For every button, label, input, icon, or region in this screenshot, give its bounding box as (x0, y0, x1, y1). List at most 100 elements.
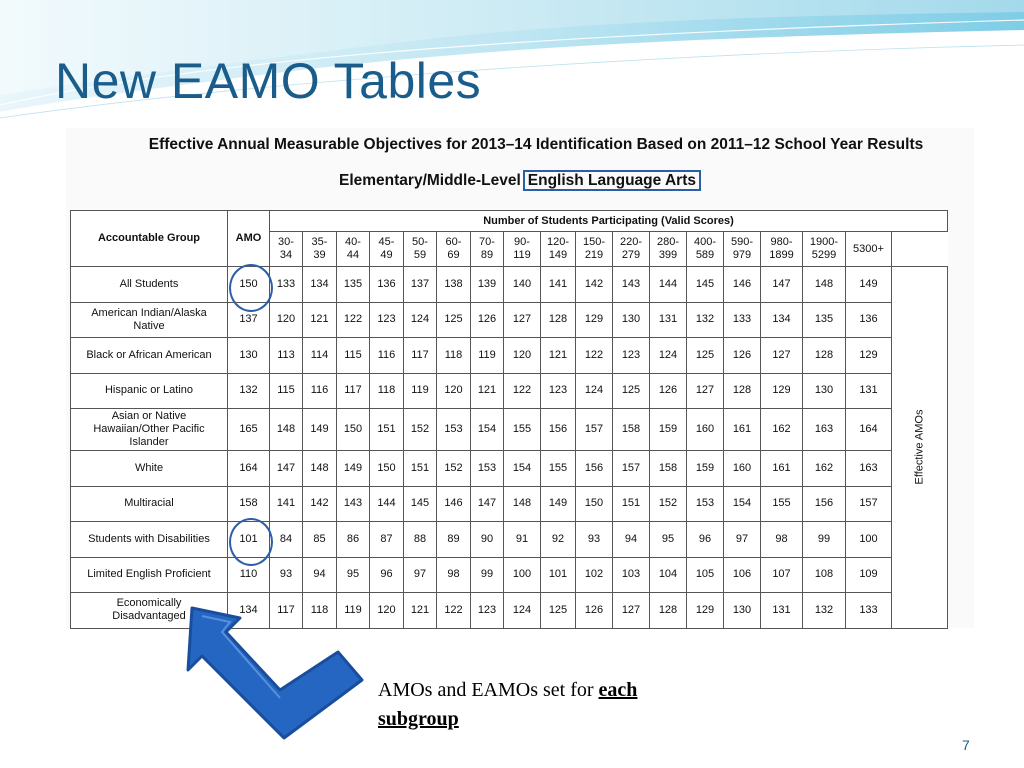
eamo-value-cell: 114 (302, 337, 337, 374)
amo-header: AMO (227, 210, 270, 267)
eamo-value-cell: 155 (760, 485, 803, 522)
eamo-value-cell: 118 (369, 372, 404, 409)
participation-header: Number of Students Participating (Valid … (269, 210, 948, 232)
eamo-value-cell: 145 (403, 485, 437, 522)
eamo-value-cell: 124 (403, 301, 437, 338)
group-label-line: Economically (116, 597, 182, 610)
eamo-value-cell: 150 (575, 485, 613, 522)
slide-title: New EAMO Tables (55, 53, 482, 109)
eamo-value-cell: 144 (649, 266, 687, 303)
eamo-value-cell: 120 (503, 337, 541, 374)
range-label-part: 69 (447, 249, 460, 261)
eamo-value-cell: 147 (269, 450, 303, 487)
eamo-value-cell: 151 (369, 408, 404, 451)
eamo-value-cell: 160 (723, 450, 761, 487)
eamo-value-cell: 126 (649, 372, 687, 409)
range-header: 40- 44 (336, 231, 370, 267)
eamo-value-cell: 132 (686, 301, 724, 338)
range-label-part: 219 (584, 249, 604, 261)
eamo-value-cell: 94 (302, 556, 337, 593)
range-header: 120- 149 (540, 231, 576, 267)
eamo-table: Accountable Group AMO Number of Students… (70, 210, 948, 629)
eamo-value-cell: 159 (649, 408, 687, 451)
eamo-value-cell: 161 (723, 408, 761, 451)
range-header: 60- 69 (436, 231, 471, 267)
group-label-line: Hispanic or Latino (104, 384, 194, 397)
eamo-value-cell: 106 (723, 556, 761, 593)
table-row: American Indian/Alaska Native 137 120 121 122… (70, 301, 948, 338)
eamo-value-cell: 122 (503, 372, 541, 409)
eamo-value-cell: 133 (269, 266, 303, 303)
effective-amos-cell: Effective AMOs (891, 266, 948, 629)
eamo-value-cell: 153 (686, 485, 724, 522)
eamo-value-cell: 141 (269, 485, 303, 522)
range-label-part: 280- (656, 236, 680, 248)
eamo-value-cell: 92 (540, 521, 576, 558)
eamo-value-cell: 119 (336, 592, 370, 629)
highlight-circle-all-students-amo (229, 264, 273, 312)
eamo-value-cell: 122 (575, 337, 613, 374)
caption-text: AMOs and EAMOs set for (378, 679, 599, 701)
eamo-value-cell: 154 (470, 408, 504, 451)
eamo-value-cell: 147 (470, 485, 504, 522)
eamo-value-cell: 118 (436, 337, 471, 374)
group-cell: American Indian/Alaska Native (70, 301, 228, 338)
eamo-value-cell: 149 (302, 408, 337, 451)
eamo-value-cell: 122 (336, 301, 370, 338)
eamo-value-cell: 136 (845, 301, 892, 338)
range-header: 220- 279 (612, 231, 650, 267)
eamo-value-cell: 143 (336, 485, 370, 522)
eamo-value-cell: 155 (540, 450, 576, 487)
slide-caption: AMOs and EAMOs set for each subgroup (378, 676, 738, 734)
eamo-value-cell: 163 (845, 450, 892, 487)
eamo-value-cell: 117 (336, 372, 370, 409)
eamo-value-cell: 113 (269, 337, 303, 374)
eamo-value-cell: 158 (649, 450, 687, 487)
eamo-value-cell: 91 (503, 521, 541, 558)
eamo-value-cell: 104 (649, 556, 687, 593)
eamo-value-cell: 101 (540, 556, 576, 593)
eamo-value-cell: 128 (723, 372, 761, 409)
eamo-value-cell: 99 (802, 521, 846, 558)
eamo-value-cell: 163 (802, 408, 846, 451)
eamo-value-cell: 120 (436, 372, 471, 409)
eamo-value-cell: 125 (540, 592, 576, 629)
eamo-value-cell: 121 (302, 301, 337, 338)
group-label-line: Students with Disabilities (88, 532, 210, 545)
range-label-part: 399 (658, 249, 678, 261)
eamo-value-cell: 149 (336, 450, 370, 487)
table-panel: Effective Annual Measurable Objectives f… (66, 128, 974, 629)
eamo-value-cell: 87 (369, 521, 404, 558)
eamo-value-cell: 135 (336, 266, 370, 303)
eamo-value-cell: 93 (269, 556, 303, 593)
eamo-value-cell: 159 (686, 450, 724, 487)
subject-highlight: English Language Arts (522, 170, 701, 191)
eamo-value-cell: 157 (575, 408, 613, 451)
eamo-value-cell: 94 (612, 521, 650, 558)
eamo-value-cell: 152 (436, 450, 471, 487)
range-label-part: 1900- (809, 236, 839, 248)
eamo-value-cell: 128 (802, 337, 846, 374)
group-label-line: All Students (119, 277, 179, 290)
eamo-value-cell: 164 (845, 408, 892, 451)
range-label-part: 220- (619, 236, 643, 248)
eamo-value-cell: 97 (723, 521, 761, 558)
eamo-value-cell: 89 (436, 521, 471, 558)
eamo-value-cell: 90 (470, 521, 504, 558)
eamo-value-cell: 103 (612, 556, 650, 593)
eamo-value-cell: 154 (503, 450, 541, 487)
eamo-value-cell: 127 (612, 592, 650, 629)
group-cell: Black or African American (70, 337, 228, 374)
group-label-line: Asian or Native (111, 410, 187, 422)
eamo-value-cell: 96 (686, 521, 724, 558)
eamo-value-cell: 140 (503, 266, 541, 303)
group-label-line: White (134, 461, 164, 474)
eamo-value-cell: 119 (470, 337, 504, 374)
range-label-part: 59 (413, 249, 427, 261)
eamo-value-cell: 144 (369, 485, 404, 522)
group-label-line: Native (133, 319, 165, 332)
eamo-value-cell: 124 (575, 372, 613, 409)
eamo-value-cell: 116 (369, 337, 404, 374)
range-label-part: 590- (730, 236, 754, 248)
range-label-part: 980- (770, 236, 793, 248)
